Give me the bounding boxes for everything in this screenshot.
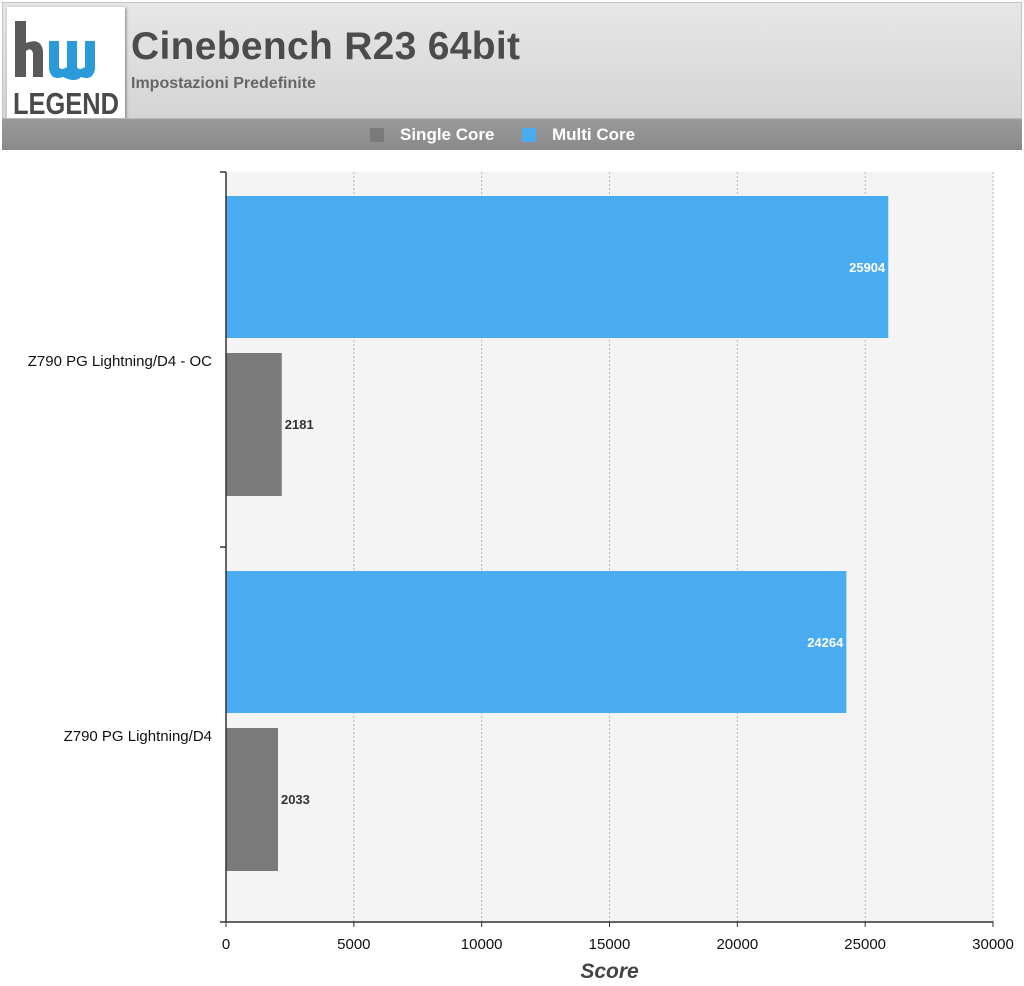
logo-text: LEGEND <box>13 86 119 121</box>
data-label-single-core: 2033 <box>281 792 310 807</box>
x-tick-label: 0 <box>222 936 230 953</box>
legend-item-single-core: Single Core <box>370 125 495 144</box>
x-tick-label: 5000 <box>337 936 370 953</box>
legend-swatch-single-core <box>370 128 384 142</box>
legend-swatch-multi-core <box>522 128 536 142</box>
data-label-multi-core: 25904 <box>849 260 886 275</box>
x-tick-label: 20000 <box>716 936 758 953</box>
legend-label-single-core: Single Core <box>400 125 495 144</box>
x-tick-label: 10000 <box>461 936 503 953</box>
chart-subtitle: Impostazioni Predefinite <box>131 75 316 92</box>
x-tick-label: 25000 <box>844 936 886 953</box>
x-axis-label: Score <box>580 960 639 983</box>
hwlegend-logo-graphic: LEGEND <box>13 21 119 121</box>
category-label: Z790 PG Lightning/D4 - OC <box>28 353 212 370</box>
bar-multi-core <box>226 571 847 713</box>
bar-single-core <box>226 728 278 871</box>
bar-single-core <box>226 353 282 496</box>
legend-item-multi-core: Multi Core <box>522 125 636 144</box>
category-label: Z790 PG Lightning/D4 <box>64 728 212 745</box>
x-tick-label: 30000 <box>972 936 1014 953</box>
chart-title: Cinebench R23 64bit <box>131 25 521 68</box>
data-label-multi-core: 24264 <box>807 635 844 650</box>
hwlegend-logo: LEGEND <box>7 7 125 123</box>
legend-label-multi-core: Multi Core <box>552 125 636 144</box>
data-label-single-core: 2181 <box>285 417 314 432</box>
bar-multi-core <box>226 196 889 338</box>
x-tick-label: 15000 <box>589 936 631 953</box>
legend: Single Core Multi Core <box>2 118 1022 150</box>
